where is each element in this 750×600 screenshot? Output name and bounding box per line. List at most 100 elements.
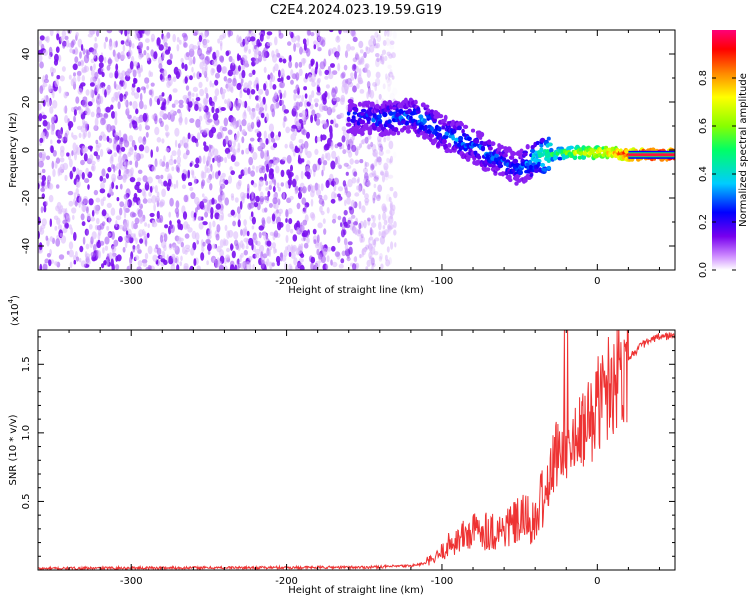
noise-speck (151, 219, 155, 228)
noise-speck (237, 219, 241, 228)
noise-speck (161, 98, 166, 103)
noise-speck (243, 237, 249, 243)
noise-speck (247, 32, 251, 41)
noise-speck (42, 263, 48, 270)
noise-speck (203, 141, 207, 147)
noise-speck (134, 255, 140, 261)
noise-speck (251, 190, 254, 199)
noise-speck (44, 185, 48, 190)
noise-speck (363, 51, 367, 59)
noise-speck (161, 188, 167, 198)
noise-speck (367, 217, 371, 222)
noise-speck (252, 110, 256, 118)
noise-speck (194, 163, 200, 168)
signal-cell (581, 154, 587, 160)
noise-speck (366, 91, 369, 99)
noise-speck (205, 65, 208, 71)
noise-speck (310, 185, 316, 194)
noise-speck (372, 197, 376, 204)
noise-speck (132, 196, 138, 203)
noise-speck (76, 178, 79, 188)
noise-speck (110, 154, 114, 162)
signal-cell (487, 163, 493, 168)
noise-speck (129, 101, 133, 106)
noise-speck (134, 144, 137, 151)
noise-speck (215, 233, 220, 241)
noise-speck (350, 76, 355, 81)
noise-speck (389, 208, 395, 216)
noise-speck (118, 224, 124, 230)
noise-speck (55, 184, 60, 189)
noise-speck (248, 143, 252, 152)
noise-speck (384, 55, 388, 61)
signal-cell (405, 120, 409, 127)
noise-speck (320, 255, 326, 264)
noise-speck (224, 179, 229, 185)
signal-cell (447, 142, 452, 148)
signal-cell (487, 139, 492, 145)
noise-speck (340, 222, 343, 228)
noise-speck (285, 126, 291, 134)
noise-speck (208, 96, 213, 105)
noise-speck (393, 226, 396, 234)
noise-speck (75, 32, 79, 37)
noise-speck (154, 115, 158, 125)
signal-cell (546, 157, 552, 163)
noise-speck (55, 205, 60, 212)
noise-speck (131, 200, 135, 206)
noise-speck (254, 129, 260, 134)
signal-cell (366, 100, 371, 105)
noise-speck (331, 191, 336, 201)
noise-speck (73, 115, 76, 123)
noise-speck (321, 93, 327, 102)
noise-speck (81, 203, 87, 212)
noise-speck (314, 135, 318, 144)
noise-speck (177, 148, 181, 157)
noise-speck (347, 219, 352, 225)
noise-speck (239, 254, 242, 263)
noise-speck (316, 41, 320, 49)
signal-cell (369, 103, 375, 107)
noise-speck (178, 116, 183, 126)
noise-speck (265, 88, 269, 96)
noise-speck (334, 251, 340, 257)
noise-speck (155, 175, 161, 180)
noise-speck (380, 144, 384, 152)
noise-speck (164, 224, 169, 229)
noise-speck (248, 262, 252, 270)
signal-cell (390, 131, 397, 136)
noise-speck (158, 117, 163, 124)
noise-speck (338, 263, 344, 269)
noise-speck (306, 48, 311, 57)
noise-speck (371, 162, 375, 171)
noise-speck (216, 224, 221, 233)
noise-speck (245, 147, 250, 155)
signal-cell (437, 126, 442, 132)
signal-cell (412, 125, 417, 130)
noise-speck (70, 78, 75, 87)
noise-speck (172, 244, 178, 251)
noise-speck (367, 143, 371, 150)
noise-speck (243, 46, 248, 53)
noise-speck (94, 117, 99, 127)
noise-speck (358, 222, 362, 230)
noise-speck (38, 152, 43, 159)
x-tick-label: -300 (120, 576, 143, 587)
noise-speck (171, 103, 176, 108)
noise-speck (56, 75, 61, 80)
noise-speck (173, 159, 177, 165)
noise-speck (348, 206, 353, 211)
noise-speck (384, 30, 389, 33)
noise-speck (52, 150, 57, 157)
noise-speck (150, 33, 156, 42)
noise-speck (376, 57, 380, 63)
noise-speck (82, 236, 86, 245)
noise-speck (199, 201, 205, 210)
noise-speck (271, 242, 276, 249)
noise-speck (340, 258, 345, 264)
noise-speck (60, 205, 64, 210)
noise-speck (102, 196, 106, 202)
noise-speck (332, 213, 337, 221)
noise-speck (39, 227, 45, 235)
noise-speck (158, 63, 163, 70)
